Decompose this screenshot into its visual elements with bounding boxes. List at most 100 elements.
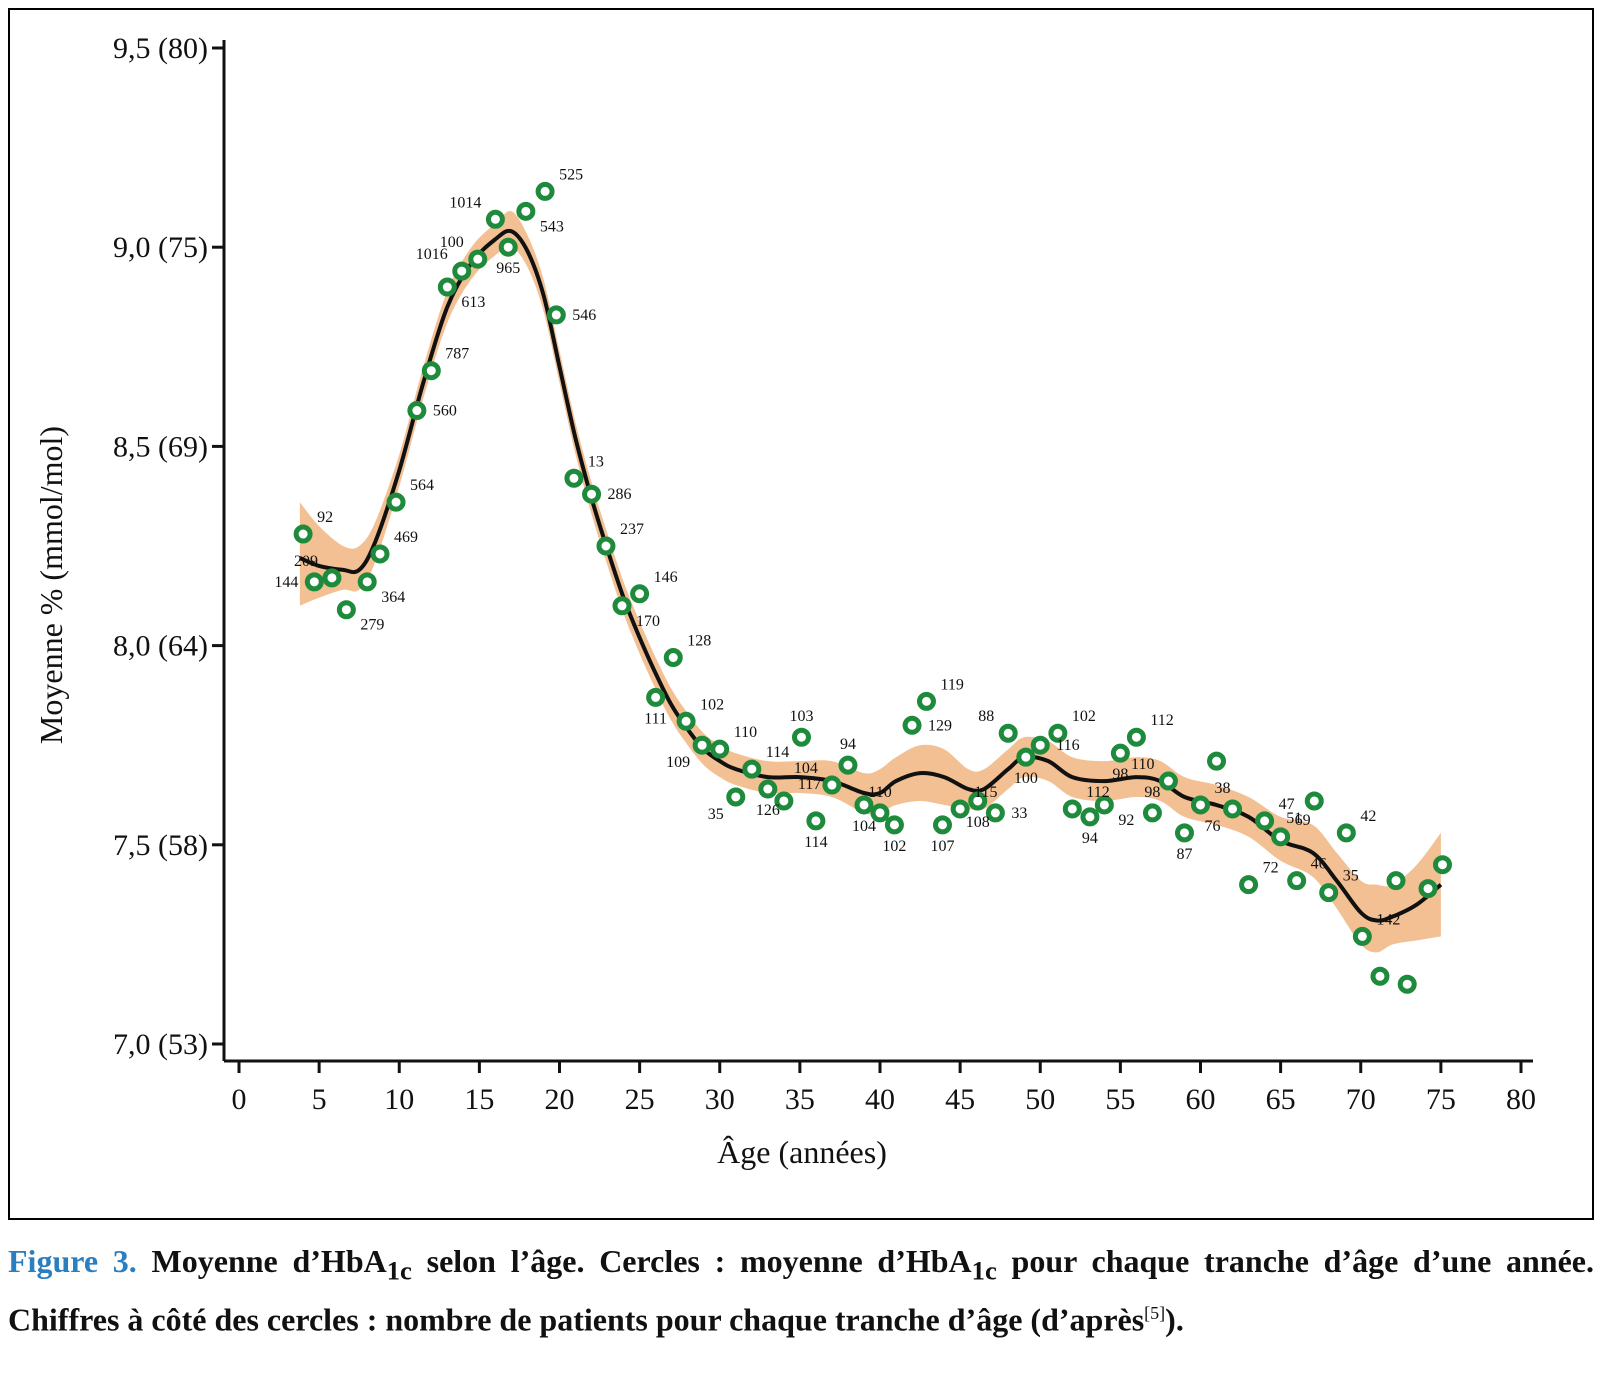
point-count-label: 114 (766, 744, 789, 761)
x-tick-label: 70 (1346, 1083, 1376, 1116)
data-point (1370, 966, 1390, 986)
data-point (1142, 803, 1162, 823)
x-tick-label: 40 (865, 1083, 895, 1116)
point-count-label: 209 (294, 553, 318, 570)
chart-svg: 7,0 (53) 7,5 (58) 8,0 (64) 8,5 (69) 9,0 (75)… (33, 32, 1536, 1170)
data-point (612, 596, 632, 616)
point-count-label: 69 (1295, 812, 1311, 829)
point-count-label: 88 (978, 708, 994, 725)
data-point (370, 544, 390, 564)
data-point (1158, 771, 1178, 791)
point-count-label: 98 (1144, 784, 1160, 801)
point-count-label: 108 (966, 814, 990, 831)
data-point (838, 755, 858, 775)
data-point (806, 811, 826, 831)
data-point (630, 584, 650, 604)
x-tick-label: 35 (785, 1083, 815, 1116)
point-count-label: 72 (1263, 860, 1279, 877)
data-point (546, 305, 566, 325)
point-count-label: 35 (708, 806, 724, 823)
point-count-label: 126 (756, 802, 780, 819)
data-point (535, 181, 555, 201)
point-count-label: 104 (794, 760, 818, 777)
caption-text-2: selon l’âge. Cercles : moyenne d’HbA (411, 1243, 972, 1279)
point-count-label: 112 (1150, 712, 1173, 729)
confidence-band (299, 211, 1441, 953)
x-tick-label: 5 (312, 1083, 327, 1116)
x-axis-title: Âge (années) (717, 1134, 887, 1170)
y-tick-label: 8,0 (64) (113, 630, 208, 663)
point-count-label: 128 (687, 633, 711, 650)
point-count-label: 76 (1205, 818, 1221, 835)
count-labels-layer: 9214420927936446956456078761310161001014… (274, 166, 1400, 928)
data-point (726, 787, 746, 807)
point-count-label: 13 (588, 453, 604, 470)
x-tick-label: 55 (1105, 1083, 1135, 1116)
point-count-label: 279 (360, 617, 384, 634)
point-count-label: 33 (1011, 805, 1027, 822)
data-point (1319, 883, 1339, 903)
point-count-label: 102 (700, 696, 724, 713)
point-count-label: 1014 (449, 194, 481, 211)
point-count-label: 94 (840, 736, 856, 753)
point-count-label: 114 (804, 834, 827, 851)
data-point (437, 277, 457, 297)
data-point (1174, 823, 1194, 843)
point-count-label: 469 (394, 529, 418, 546)
point-count-label: 102 (882, 838, 906, 855)
data-point (1207, 751, 1227, 771)
data-point (676, 711, 696, 731)
point-count-label: 51 (1286, 810, 1302, 827)
data-point (950, 799, 970, 819)
caption-ref: [5] (1144, 1303, 1166, 1324)
x-tick-label: 0 (232, 1083, 247, 1116)
point-count-label: 110 (734, 724, 757, 741)
point-count-label: 100 (1014, 770, 1038, 787)
point-count-label: 1016 (416, 246, 448, 263)
data-point (322, 568, 342, 588)
data-point (1397, 974, 1417, 994)
point-count-label: 146 (654, 569, 678, 586)
data-point (774, 791, 794, 811)
point-count-label: 46 (1311, 856, 1327, 873)
data-point (710, 739, 730, 759)
data-point (421, 361, 441, 381)
data-point (1352, 926, 1372, 946)
data-point (582, 484, 602, 504)
data-point (1191, 795, 1210, 815)
point-count-label: 129 (928, 717, 952, 734)
point-count-label: 170 (636, 613, 660, 630)
point-count-label: 142 (1376, 911, 1400, 928)
point-count-label: 111 (644, 710, 667, 727)
data-point (1304, 791, 1324, 811)
data-point (1062, 799, 1082, 819)
point-count-label: 42 (1360, 808, 1376, 825)
x-tick-label: 80 (1506, 1083, 1536, 1116)
x-tick-label: 65 (1266, 1083, 1296, 1116)
point-count-label: 47 (1279, 796, 1295, 813)
data-point (596, 536, 616, 556)
data-point (968, 791, 988, 811)
data-point (1287, 871, 1307, 891)
data-point (663, 648, 683, 668)
data-point (1080, 807, 1100, 827)
x-tick-label: 20 (545, 1083, 575, 1116)
data-point (985, 803, 1005, 823)
point-count-label: 543 (540, 218, 564, 235)
point-count-label: 103 (789, 708, 813, 725)
point-count-label: 787 (445, 346, 469, 363)
data-point (916, 691, 936, 711)
data-point (1016, 747, 1036, 767)
point-count-label: 38 (1215, 780, 1231, 797)
caption-sub-1: 1c (386, 1255, 412, 1286)
point-count-label: 364 (381, 589, 405, 606)
y-axis-title: Moyenne % (mmol/mol) (33, 426, 69, 744)
data-point (884, 815, 904, 835)
y-tick-label: 7,5 (58) (113, 829, 208, 862)
data-point (932, 815, 952, 835)
x-tick-label: 50 (1025, 1083, 1055, 1116)
x-tick-label: 15 (464, 1083, 494, 1116)
caption-sub-2: 1c (971, 1255, 997, 1286)
confidence-band-layer (299, 211, 1441, 953)
point-count-label: 94 (1082, 830, 1098, 847)
